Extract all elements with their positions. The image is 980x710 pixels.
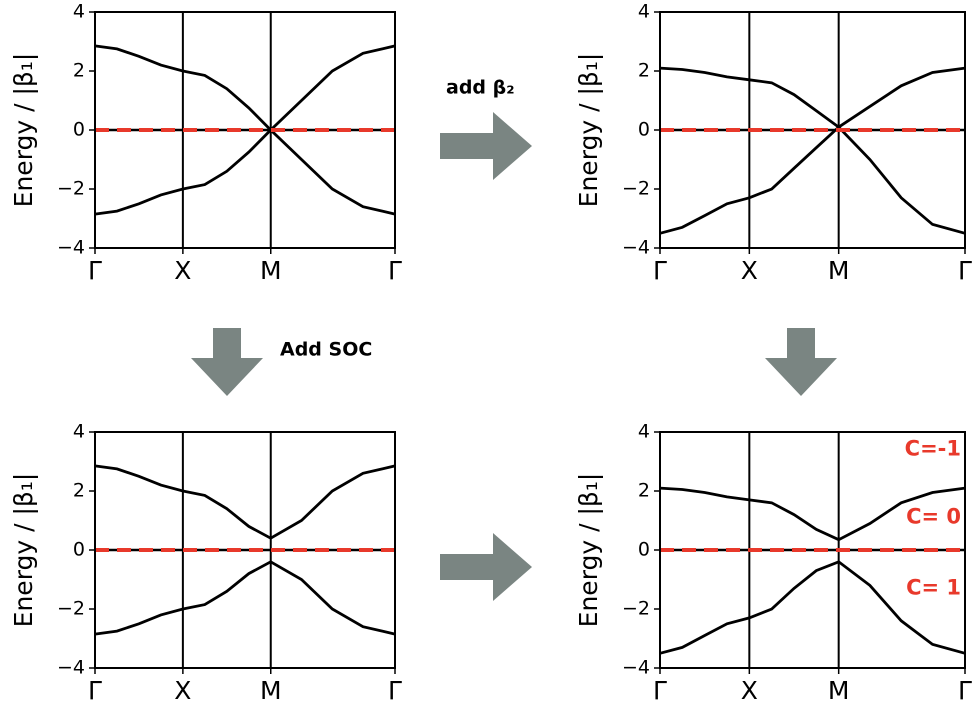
y-tick-label: 0 — [73, 539, 85, 561]
y-tick-label: −2 — [622, 178, 650, 200]
x-tick-label: X — [174, 676, 191, 705]
x-tick-label: M — [828, 676, 850, 705]
y-tick-label: 4 — [73, 421, 85, 443]
x-tick-label: Γ — [388, 256, 402, 285]
y-tick-label: 2 — [73, 480, 85, 502]
y-tick-label: 2 — [638, 60, 650, 82]
x-tick-label: Γ — [653, 256, 667, 285]
panel: −4 −2 0 2 4 Γ X M Γ Energy / |β₁| C=-1 C= 0 C= 1 — [574, 421, 972, 706]
arrows — [191, 112, 837, 601]
down-arrow — [191, 328, 263, 396]
y-axis-label: Energy / |β₁| — [9, 473, 38, 628]
band — [659, 66, 966, 129]
band — [94, 128, 396, 216]
x-tick-label: X — [741, 676, 758, 705]
right-arrow — [440, 533, 532, 601]
x-tick-label: M — [260, 256, 282, 285]
y-tick-label: 0 — [638, 119, 650, 141]
x-tick-label: X — [174, 256, 191, 285]
y-tick-label: −2 — [57, 598, 85, 620]
y-tick-label: −2 — [57, 178, 85, 200]
x-tick-label: Γ — [958, 676, 972, 705]
band — [659, 486, 966, 542]
right-arrow — [440, 112, 532, 180]
y-tick-label: 0 — [638, 539, 650, 561]
down-arrow — [765, 328, 837, 396]
x-tick-label: Γ — [88, 256, 102, 285]
y-tick-label: −4 — [57, 657, 85, 679]
y-tick-label: 4 — [73, 1, 85, 23]
y-tick-label: −2 — [622, 598, 650, 620]
x-tick-label: M — [828, 256, 850, 285]
y-tick-label: 4 — [638, 1, 650, 23]
y-tick-label: 2 — [73, 60, 85, 82]
plot-frame — [659, 11, 966, 249]
y-axis-label: Energy / |β₁| — [574, 53, 603, 208]
arrow-label: add β₂ — [446, 77, 515, 99]
x-tick-label: Γ — [88, 676, 102, 705]
y-tick-label: −4 — [57, 237, 85, 259]
y-tick-label: −4 — [622, 657, 650, 679]
band — [94, 44, 396, 132]
band — [94, 560, 396, 636]
x-tick-label: X — [741, 256, 758, 285]
panel: −4 −2 0 2 4 Γ X M Γ Energy / |β₁| — [574, 1, 972, 286]
y-tick-label: −4 — [622, 237, 650, 259]
annotation: C=-1 — [905, 437, 961, 461]
annotation: C= 1 — [906, 575, 961, 599]
x-tick-label: Γ — [388, 676, 402, 705]
plot-frame — [94, 11, 396, 249]
y-tick-label: 0 — [73, 119, 85, 141]
plot-frame — [659, 431, 966, 669]
y-tick-label: 2 — [638, 480, 650, 502]
x-tick-label: M — [260, 676, 282, 705]
band — [94, 464, 396, 540]
arrow-label: Add SOC — [280, 339, 372, 361]
x-tick-label: Γ — [653, 676, 667, 705]
y-axis-label: Energy / |β₁| — [574, 473, 603, 628]
y-axis-label: Energy / |β₁| — [9, 53, 38, 208]
y-tick-label: 4 — [638, 421, 650, 443]
plot-frame — [94, 431, 396, 669]
panel: −4 −2 0 2 4 Γ X M Γ Energy / |β₁| — [9, 421, 402, 706]
x-tick-label: Γ — [958, 256, 972, 285]
band — [659, 125, 966, 235]
band — [659, 560, 966, 655]
panel: −4 −2 0 2 4 Γ X M Γ Energy / |β₁| — [9, 1, 402, 286]
annotation: C= 0 — [906, 505, 961, 529]
